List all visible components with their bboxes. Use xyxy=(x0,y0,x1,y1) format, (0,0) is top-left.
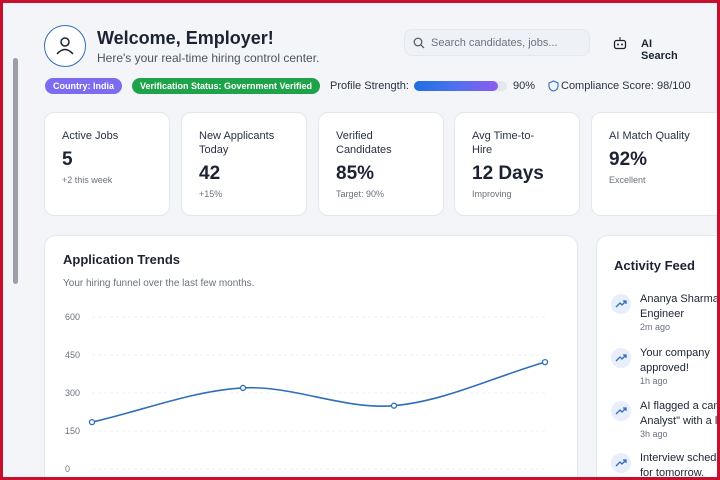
stat-note: Target: 90% xyxy=(336,189,385,199)
activity-item[interactable]: Your company approved! 1h ago xyxy=(611,346,717,386)
trend-glyph xyxy=(615,354,627,362)
y-tick-label: 150 xyxy=(65,426,80,436)
activity-title: Activity Feed xyxy=(614,258,695,273)
stat-value: 5 xyxy=(62,149,73,170)
data-point xyxy=(541,358,549,366)
stat-note: Excellent xyxy=(609,175,646,185)
progress-track xyxy=(414,81,507,91)
stat-value: 12 Days xyxy=(472,163,544,184)
activity-panel: Activity Feed Ananya Sharma Engineer 2m ag… xyxy=(596,235,720,479)
ai-search-label: AI Search xyxy=(641,38,678,62)
stat-label: Verified Candidates xyxy=(336,130,392,156)
activity-text: for tomorrow. xyxy=(640,467,705,479)
stat-label: Avg Time-to-Hire xyxy=(472,130,535,156)
stat-note: +15% xyxy=(199,189,223,199)
trend-icon xyxy=(611,453,631,473)
trend-icon xyxy=(611,348,631,368)
ai-search-button[interactable]: AI Search xyxy=(611,35,691,62)
activity-text: Ananya Sharma xyxy=(640,293,719,305)
stat-note: Improving xyxy=(472,189,512,199)
avatar[interactable] xyxy=(44,25,86,67)
chart-subtitle: Your hiring funnel over the last few mon… xyxy=(63,278,254,289)
activity-time: 2m ago xyxy=(640,322,671,332)
profile-strength-value: 90% xyxy=(513,80,536,92)
activity-text: Engineer xyxy=(640,308,685,320)
trend-glyph xyxy=(615,300,627,308)
badge: Country: India xyxy=(45,78,122,94)
y-tick-label: 450 xyxy=(65,350,80,360)
stat-label: New Applicants Today xyxy=(199,130,275,156)
chart-panel: Application Trends Your hiring funnel ov… xyxy=(44,235,578,477)
data-point xyxy=(390,402,398,409)
search-placeholder: Search candidates, jobs... xyxy=(431,37,558,49)
stat-card[interactable]: New Applicants Today 42 +15% xyxy=(181,112,307,216)
page-title: Welcome, Employer! xyxy=(97,28,274,48)
chart-title: Application Trends xyxy=(63,252,180,267)
trend-icon xyxy=(611,294,631,314)
avatar-icon xyxy=(56,37,74,55)
stat-label: Active Jobs xyxy=(62,130,119,142)
activity-item[interactable]: AI flagged a can Analyst" with a l 3h ago xyxy=(611,399,720,439)
stat-card[interactable]: Avg Time-to-Hire 12 Days Improving xyxy=(454,112,580,216)
activity-item[interactable]: Interview sched for tomorrow. xyxy=(611,451,717,479)
search-icon xyxy=(413,37,425,49)
activity-text: approved! xyxy=(640,362,689,374)
trend-glyph xyxy=(615,407,627,415)
y-tick-label: 600 xyxy=(65,312,80,322)
stat-card[interactable]: Active Jobs 5 +2 this week xyxy=(44,112,170,216)
scrollbar[interactable] xyxy=(11,46,20,426)
stat-value: 42 xyxy=(199,163,221,184)
stat-card[interactable]: AI Match Quality 92% Excellent xyxy=(591,112,717,216)
scroll-thumb[interactable] xyxy=(13,58,18,284)
robot-icon xyxy=(613,37,627,50)
stat-value: 92% xyxy=(609,149,648,170)
data-point xyxy=(88,418,96,426)
trend-icon xyxy=(611,401,631,421)
badge: Verification Status: Government Verified xyxy=(132,78,321,94)
activity-time: 1h ago xyxy=(640,376,668,386)
page-subtitle: Here's your real-time hiring control cen… xyxy=(97,51,320,65)
stat-card[interactable]: Verified Candidates 85% Target: 90% xyxy=(318,112,444,216)
stat-label: AI Match Quality xyxy=(609,130,690,142)
activity-item[interactable]: Ananya Sharma Engineer 2m ago xyxy=(611,292,719,332)
progress-fill xyxy=(414,81,498,91)
y-tick-label: 0 xyxy=(65,464,70,474)
activity-text: AI flagged a can xyxy=(640,400,720,412)
stat-note: +2 this week xyxy=(62,175,113,185)
data-point xyxy=(239,384,247,392)
line-chart: Application Trends Your hiring funnel ov… xyxy=(63,252,549,474)
activity-time: 3h ago xyxy=(640,429,668,439)
activity-text: Interview sched xyxy=(640,452,717,464)
search-box[interactable]: Search candidates, jobs... xyxy=(404,29,590,56)
stat-value: 85% xyxy=(336,163,375,184)
compliance-score: Compliance Score: 98/100 xyxy=(561,80,691,92)
trend-glyph xyxy=(615,459,627,467)
shield-icon xyxy=(548,80,559,92)
series-line xyxy=(91,361,546,423)
activity-text: Your company xyxy=(640,347,710,359)
profile-strength-label: Profile Strength: xyxy=(330,80,409,92)
activity-text: Analyst" with a l xyxy=(640,415,718,427)
y-tick-label: 300 xyxy=(65,388,80,398)
